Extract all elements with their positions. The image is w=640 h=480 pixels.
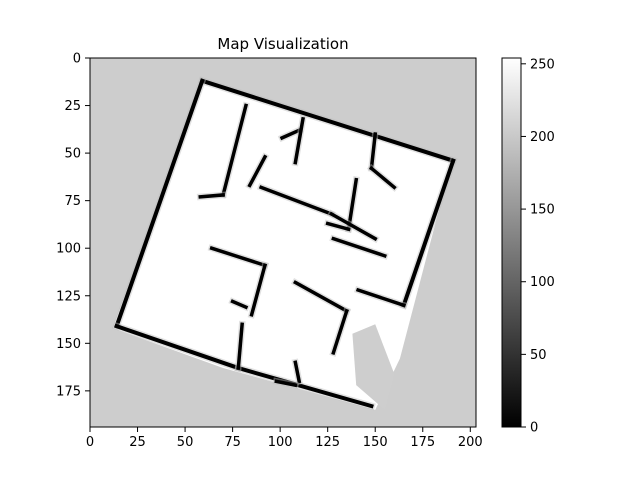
inner-wall — [293, 360, 302, 384]
inner-wall — [355, 287, 406, 308]
inner-wall — [325, 221, 351, 232]
x-axis: 0 25 50 75 100 125 150 175 200 — [86, 427, 483, 450]
y-tick-label: 100 — [56, 242, 81, 257]
inner-wall — [369, 132, 378, 171]
inner-wall — [279, 127, 302, 141]
colorbar-tick-label: 150 — [530, 203, 555, 218]
x-tick-label: 75 — [224, 435, 241, 450]
x-tick-label: 0 — [86, 435, 94, 450]
y-tick-label: 75 — [64, 194, 81, 209]
inner-wall — [274, 379, 298, 388]
colorbar-tick-label: 50 — [530, 348, 547, 363]
outer-wall — [401, 158, 456, 308]
y-tick-label: 50 — [64, 147, 81, 162]
y-tick-label: 150 — [56, 337, 81, 352]
colorbar-gradient — [501, 57, 522, 428]
inner-wall — [329, 211, 378, 242]
inner-wall — [230, 299, 249, 310]
free-space-region — [112, 80, 452, 410]
colorbar-tick-label: 250 — [530, 57, 555, 72]
x-tick-label: 50 — [177, 435, 194, 450]
map-plot-area — [89, 57, 477, 428]
inner-wall — [209, 246, 268, 268]
inner-wall — [331, 236, 387, 259]
colorbar: 0 50 100 150 200 250 — [501, 57, 555, 436]
y-tick-label: 0 — [73, 52, 81, 67]
inner-wall — [331, 308, 349, 356]
x-tick-label: 125 — [315, 435, 340, 450]
x-tick-label: 175 — [410, 435, 435, 450]
inner-wall — [247, 154, 268, 188]
colorbar-ticks: 0 50 100 150 200 250 — [521, 57, 555, 436]
inner-wall — [220, 103, 249, 198]
y-tick-label: 25 — [64, 99, 81, 114]
y-tick-label: 125 — [56, 289, 81, 304]
inner-wall — [368, 165, 397, 190]
inner-wall — [292, 280, 350, 314]
y-tick-label: 175 — [56, 384, 81, 399]
x-tick-label: 150 — [363, 435, 388, 450]
colorbar-tick-label: 200 — [530, 130, 555, 145]
inner-wall — [249, 263, 268, 317]
inner-wall — [346, 177, 359, 232]
outer-wall — [199, 78, 456, 164]
inner-wall — [258, 185, 334, 217]
inner-wall — [236, 322, 245, 370]
colorbar-tick-label: 100 — [530, 275, 555, 290]
outer-wall — [235, 365, 374, 409]
x-tick-label: 100 — [268, 435, 293, 450]
colorbar-tick-label: 0 — [530, 421, 538, 436]
x-tick-label: 200 — [458, 435, 483, 450]
x-tick-label: 25 — [129, 435, 146, 450]
inner-wall — [293, 116, 305, 165]
y-axis: 0 25 50 75 100 125 150 175 — [56, 52, 90, 399]
occupancy-grid — [112, 76, 458, 411]
unknown-patch — [352, 324, 395, 410]
outer-wall — [114, 78, 205, 329]
plot-frame — [89, 57, 477, 428]
chart-title: Map Visualization — [217, 35, 348, 53]
outer-wall — [114, 323, 241, 371]
inner-wall — [198, 193, 225, 199]
